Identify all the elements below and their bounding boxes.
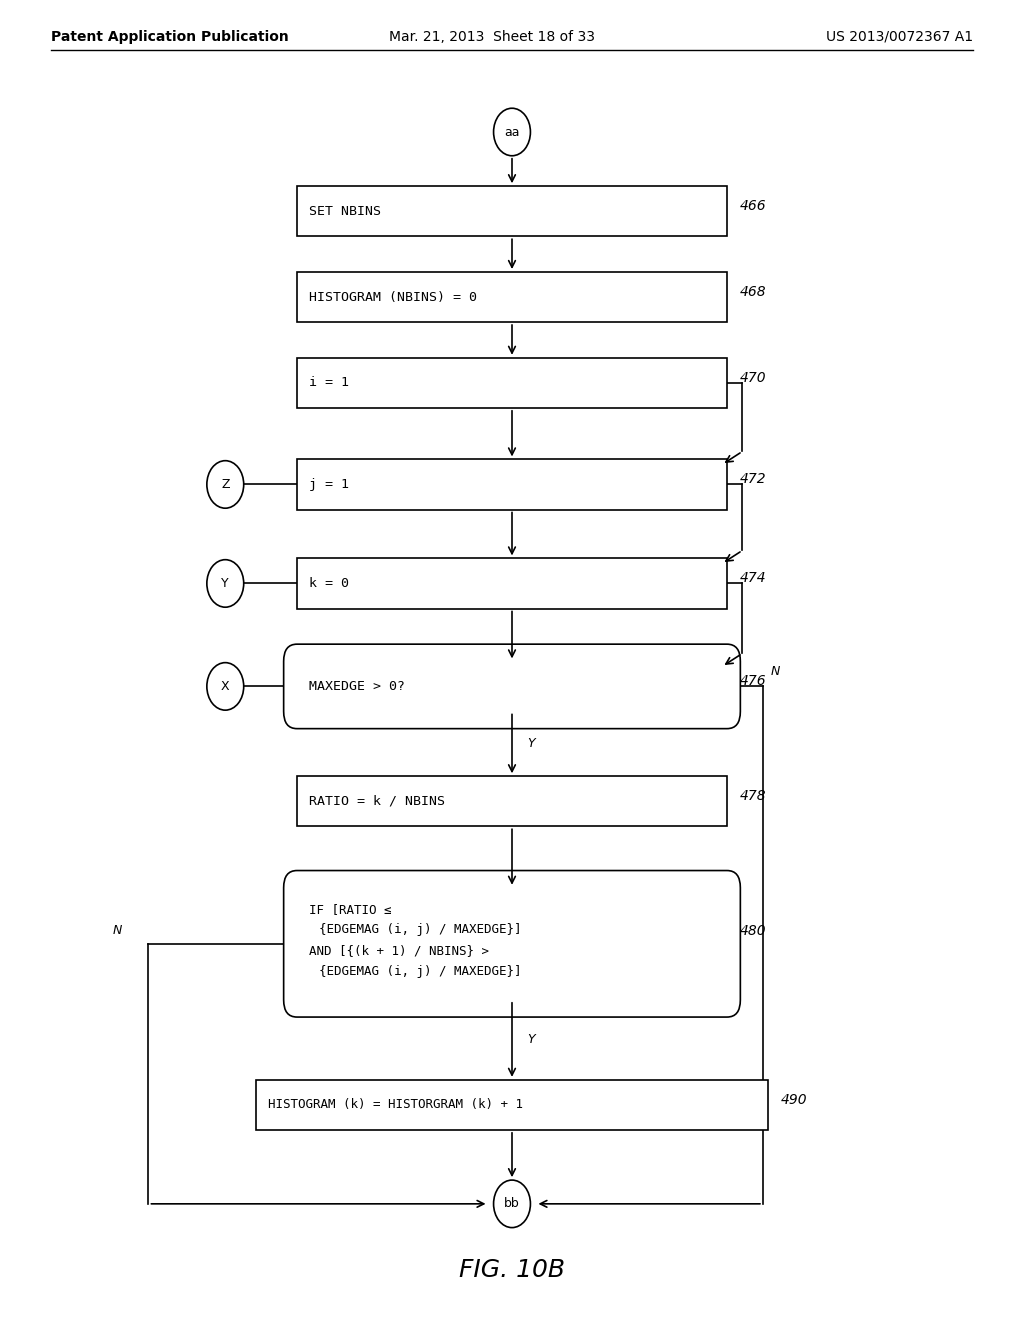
Text: Y: Y: [221, 577, 229, 590]
Text: 472: 472: [739, 473, 766, 486]
Text: aa: aa: [504, 125, 520, 139]
Text: bb: bb: [504, 1197, 520, 1210]
Text: Z: Z: [221, 478, 229, 491]
Text: 468: 468: [739, 285, 766, 298]
Bar: [297, 558, 727, 609]
Text: SET NBINS: SET NBINS: [309, 205, 381, 218]
FancyBboxPatch shape: [284, 644, 740, 729]
Text: FIG. 10B: FIG. 10B: [459, 1258, 565, 1282]
Text: N: N: [771, 665, 780, 678]
Bar: [297, 186, 727, 236]
Bar: [297, 459, 727, 510]
Circle shape: [207, 663, 244, 710]
Text: US 2013/0072367 A1: US 2013/0072367 A1: [825, 30, 973, 44]
Text: Y: Y: [527, 1034, 535, 1047]
Text: {EDGEMAG (i, j) / MAXEDGE}]: {EDGEMAG (i, j) / MAXEDGE}]: [319, 965, 522, 978]
Text: AND [{(k + 1) / NBINS} >: AND [{(k + 1) / NBINS} >: [309, 944, 489, 957]
Text: RATIO = k / NBINS: RATIO = k / NBINS: [309, 795, 445, 808]
Text: 480: 480: [739, 924, 766, 937]
Text: k = 0: k = 0: [309, 577, 349, 590]
Text: j = 1: j = 1: [309, 478, 349, 491]
FancyBboxPatch shape: [284, 871, 740, 1018]
Text: 478: 478: [739, 789, 766, 803]
Text: X: X: [221, 680, 229, 693]
Circle shape: [207, 461, 244, 508]
Text: MAXEDGE > 0?: MAXEDGE > 0?: [309, 680, 406, 693]
Circle shape: [494, 108, 530, 156]
Bar: [297, 272, 727, 322]
Circle shape: [494, 1180, 530, 1228]
Text: Mar. 21, 2013  Sheet 18 of 33: Mar. 21, 2013 Sheet 18 of 33: [388, 30, 595, 44]
Text: 476: 476: [739, 675, 766, 688]
Text: N: N: [113, 924, 123, 937]
Text: 470: 470: [739, 371, 766, 384]
Text: i = 1: i = 1: [309, 376, 349, 389]
Text: 474: 474: [739, 572, 766, 585]
Bar: [297, 776, 727, 826]
Text: Patent Application Publication: Patent Application Publication: [51, 30, 289, 44]
Text: Y: Y: [527, 738, 535, 750]
Text: HISTOGRAM (NBINS) = 0: HISTOGRAM (NBINS) = 0: [309, 290, 477, 304]
Bar: [297, 358, 727, 408]
Bar: [256, 1080, 768, 1130]
Text: 490: 490: [780, 1093, 807, 1106]
Text: HISTOGRAM (k) = HISTORGRAM (k) + 1: HISTOGRAM (k) = HISTORGRAM (k) + 1: [268, 1098, 523, 1111]
Text: {EDGEMAG (i, j) / MAXEDGE}]: {EDGEMAG (i, j) / MAXEDGE}]: [319, 923, 522, 936]
Text: 466: 466: [739, 199, 766, 213]
Circle shape: [207, 560, 244, 607]
Text: IF [RATIO ≤: IF [RATIO ≤: [309, 903, 392, 916]
